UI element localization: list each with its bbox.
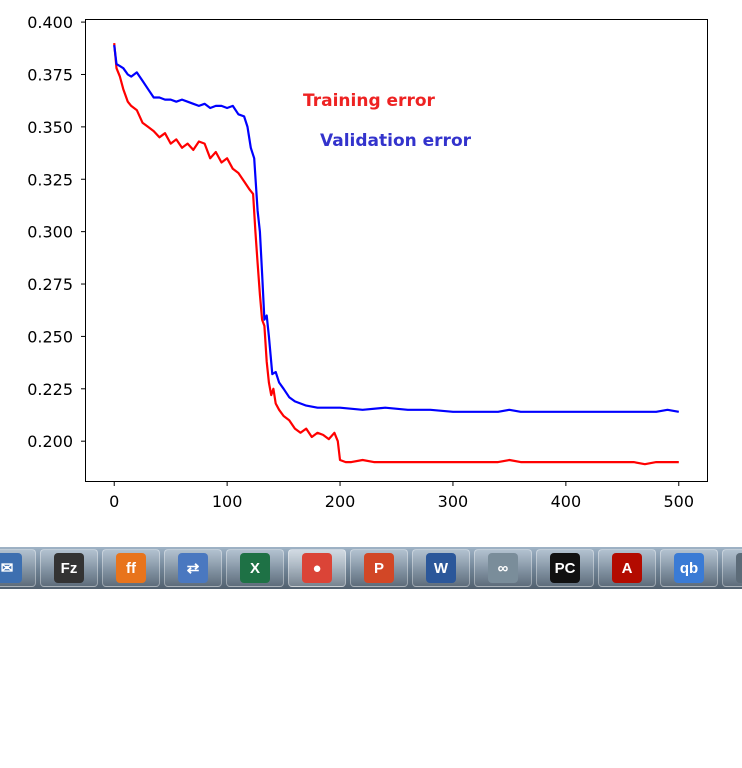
taskbar-button-excel[interactable]: X (226, 549, 284, 587)
annotation-validation-error: Validation error (320, 131, 472, 151)
taskbar-button-network[interactable]: ⇄ (164, 549, 222, 587)
x-tick-label: 400 (551, 492, 582, 511)
y-tick-label: 0.400 (27, 13, 73, 32)
firefox-icon: ff (116, 553, 146, 583)
x-tick-label: 500 (663, 492, 694, 511)
taskbar-button-firefox[interactable]: ff (102, 549, 160, 587)
qbittorrent-icon: qb (674, 553, 704, 583)
taskbar-button-chrome[interactable]: ● (288, 549, 346, 587)
x-tick-label: 0 (109, 492, 119, 511)
taskbar-button-partial[interactable]: ◂ (722, 549, 742, 587)
windows-taskbar: ✉ Fz ff ⇄ X ● P W ∞ PC Aqb ◂ (0, 547, 742, 589)
y-tick-label: 0.250 (27, 327, 73, 346)
taskbar-button-filezilla[interactable]: Fz (40, 549, 98, 587)
plot-frame (85, 19, 708, 482)
x-tick-label: 100 (212, 492, 243, 511)
y-tick-label: 0.350 (27, 118, 73, 137)
taskbar-button-powerpoint[interactable]: P (350, 549, 408, 587)
taskbar-button-thunderbird[interactable]: ✉ (0, 549, 36, 587)
taskbar-button-link[interactable]: ∞ (474, 549, 532, 587)
taskbar-button-qbittorrent[interactable]: qb (660, 549, 718, 587)
series-line-validation-error (113, 44, 679, 413)
thunderbird-icon: ✉ (0, 553, 22, 583)
taskbar-button-word[interactable]: W (412, 549, 470, 587)
series-line-training-error (113, 42, 679, 466)
powerpoint-icon: P (364, 553, 394, 583)
x-tick-label: 300 (438, 492, 469, 511)
taskbar-button-acrobat[interactable]: A (598, 549, 656, 587)
x-tick-label: 200 (325, 492, 356, 511)
word-icon: W (426, 553, 456, 583)
pycharm-icon: PC (550, 553, 580, 583)
filezilla-icon: Fz (54, 553, 84, 583)
y-tick-label: 0.275 (27, 275, 73, 294)
y-tick-label: 0.200 (27, 432, 73, 451)
link-icon: ∞ (488, 553, 518, 583)
network-icon: ⇄ (178, 553, 208, 583)
line-chart: 0.200 0.225 0.250 0.275 0.300 0.325 0.350 0.375… (27, 13, 708, 511)
excel-icon: X (240, 553, 270, 583)
y-tick-label: 0.225 (27, 380, 73, 399)
y-tick-label: 0.375 (27, 65, 73, 84)
partial-icon: ◂ (736, 553, 742, 583)
y-tick-label: 0.325 (27, 170, 73, 189)
taskbar-button-pycharm[interactable]: PC (536, 549, 594, 587)
y-tick-label: 0.300 (27, 223, 73, 242)
annotation-training-error: Training error (303, 91, 436, 111)
acrobat-icon: A (612, 553, 642, 583)
chrome-icon: ● (302, 553, 332, 583)
